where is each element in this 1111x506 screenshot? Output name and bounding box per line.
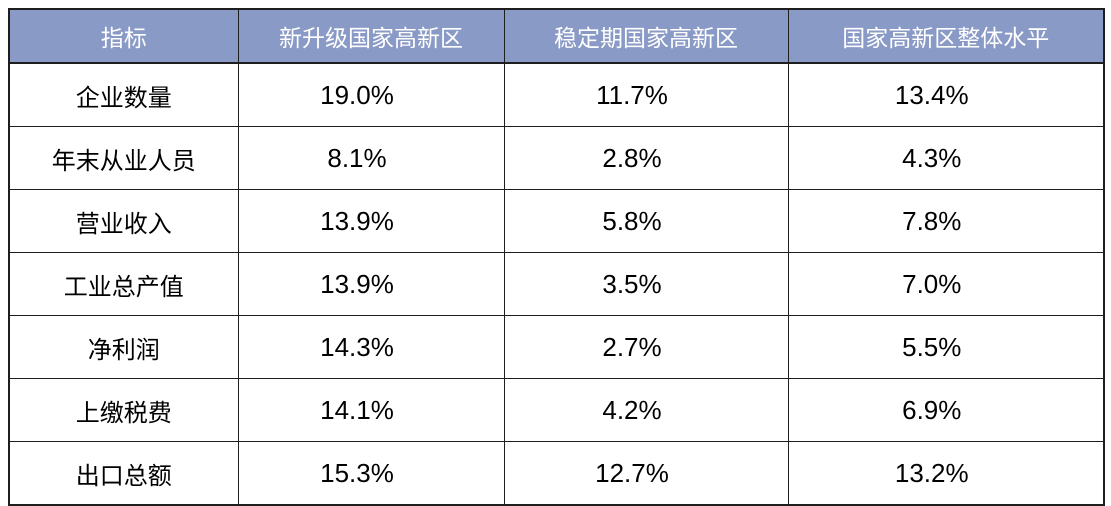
value-cell: 13.9% (237, 189, 505, 253)
table-row: 营业收入 13.9% 5.8% 7.8% (8, 189, 1105, 253)
column-header-indicator: 指标 (8, 8, 239, 64)
row-label: 企业数量 (8, 62, 239, 127)
value-cell: 15.3% (237, 441, 505, 506)
table-row: 上缴税费 14.1% 4.2% 6.9% (8, 378, 1105, 442)
value-cell: 11.7% (503, 62, 789, 127)
table-row: 年末从业人员 8.1% 2.8% 4.3% (8, 126, 1105, 190)
value-cell: 13.2% (787, 441, 1105, 506)
value-cell: 4.2% (503, 378, 789, 442)
table-row: 出口总额 15.3% 12.7% 13.2% (8, 441, 1105, 506)
value-cell: 14.3% (237, 315, 505, 379)
table-body: 企业数量 19.0% 11.7% 13.4% 年末从业人员 8.1% 2.8% … (8, 62, 1105, 506)
table-row: 净利润 14.3% 2.7% 5.5% (8, 315, 1105, 379)
value-cell: 14.1% (237, 378, 505, 442)
value-cell: 7.0% (787, 252, 1105, 316)
value-cell: 8.1% (237, 126, 505, 190)
row-label: 净利润 (8, 315, 239, 379)
column-header-stable-period-zones: 稳定期国家高新区 (503, 8, 789, 64)
table-row: 工业总产值 13.9% 3.5% 7.0% (8, 252, 1105, 316)
value-cell: 12.7% (503, 441, 789, 506)
value-cell: 6.9% (787, 378, 1105, 442)
value-cell: 3.5% (503, 252, 789, 316)
value-cell: 2.7% (503, 315, 789, 379)
header-row: 指标 新升级国家高新区 稳定期国家高新区 国家高新区整体水平 (8, 8, 1105, 64)
row-label: 工业总产值 (8, 252, 239, 316)
column-header-newly-upgraded-zones: 新升级国家高新区 (237, 8, 505, 64)
row-label: 上缴税费 (8, 378, 239, 442)
value-cell: 19.0% (237, 62, 505, 127)
value-cell: 13.9% (237, 252, 505, 316)
value-cell: 5.5% (787, 315, 1105, 379)
value-cell: 7.8% (787, 189, 1105, 253)
row-label: 年末从业人员 (8, 126, 239, 190)
value-cell: 4.3% (787, 126, 1105, 190)
table-row: 企业数量 19.0% 11.7% 13.4% (8, 62, 1105, 127)
row-label: 营业收入 (8, 189, 239, 253)
row-label: 出口总额 (8, 441, 239, 506)
column-header-overall-level: 国家高新区整体水平 (787, 8, 1105, 64)
value-cell: 13.4% (787, 62, 1105, 127)
value-cell: 5.8% (503, 189, 789, 253)
indicator-growth-table: 指标 新升级国家高新区 稳定期国家高新区 国家高新区整体水平 企业数量 19.0… (8, 8, 1105, 506)
value-cell: 2.8% (503, 126, 789, 190)
table-header: 指标 新升级国家高新区 稳定期国家高新区 国家高新区整体水平 (8, 8, 1105, 64)
